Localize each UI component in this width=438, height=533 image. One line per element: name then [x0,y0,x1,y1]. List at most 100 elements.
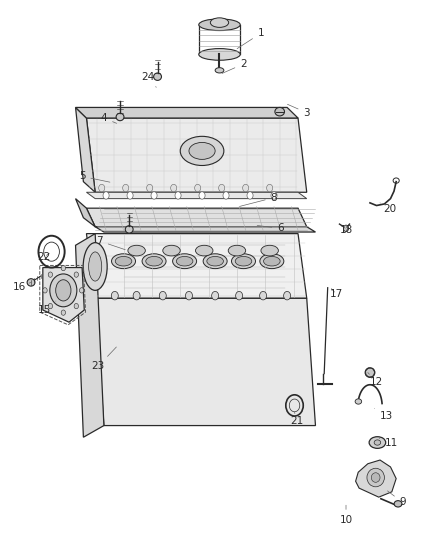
Text: 23: 23 [92,347,116,371]
Circle shape [127,192,133,199]
Circle shape [74,303,78,309]
Ellipse shape [364,368,374,377]
Ellipse shape [145,256,162,266]
Circle shape [103,192,109,199]
Polygon shape [86,208,306,227]
Circle shape [194,184,200,192]
Ellipse shape [235,256,251,266]
Polygon shape [43,268,84,322]
Ellipse shape [260,245,278,256]
Ellipse shape [49,274,77,307]
Text: 24: 24 [141,71,156,87]
Text: 8: 8 [239,192,277,206]
Circle shape [99,184,105,192]
Circle shape [185,292,192,300]
Ellipse shape [371,473,379,482]
Circle shape [198,192,205,199]
Text: 6: 6 [257,223,283,233]
Text: 17: 17 [329,289,342,299]
Polygon shape [95,227,315,232]
Ellipse shape [172,254,196,269]
Ellipse shape [366,469,384,487]
Text: 10: 10 [339,505,352,525]
Ellipse shape [198,49,240,60]
Ellipse shape [142,254,166,269]
Text: 3: 3 [287,104,309,118]
Text: 1: 1 [237,28,264,49]
Circle shape [266,184,272,192]
Circle shape [122,184,128,192]
Text: 9: 9 [387,491,405,507]
Circle shape [223,192,229,199]
Circle shape [242,184,248,192]
Ellipse shape [263,256,279,266]
Circle shape [48,303,53,309]
Circle shape [211,292,218,300]
Circle shape [170,184,177,192]
Ellipse shape [195,245,212,256]
Circle shape [79,288,84,293]
Ellipse shape [188,142,215,159]
Circle shape [235,292,242,300]
Ellipse shape [115,256,131,266]
Ellipse shape [162,245,180,256]
Polygon shape [86,233,306,298]
Ellipse shape [228,245,245,256]
Ellipse shape [180,136,223,165]
Circle shape [343,225,348,231]
Ellipse shape [215,68,223,73]
Text: 12: 12 [367,373,382,387]
Ellipse shape [373,440,380,445]
Ellipse shape [125,225,133,233]
Polygon shape [75,108,95,192]
Ellipse shape [153,73,161,80]
Text: 7: 7 [96,236,125,249]
Text: 21: 21 [290,413,303,426]
Ellipse shape [354,399,361,404]
Circle shape [111,292,118,300]
Ellipse shape [56,280,71,301]
Ellipse shape [393,500,401,507]
Polygon shape [86,118,306,192]
Ellipse shape [210,18,228,27]
Circle shape [151,192,157,199]
Text: 4: 4 [100,113,117,123]
Polygon shape [75,233,104,437]
Ellipse shape [206,256,223,266]
Text: 5: 5 [78,172,110,182]
Ellipse shape [203,254,226,269]
Ellipse shape [259,254,283,269]
Circle shape [43,288,47,293]
Ellipse shape [127,245,145,256]
Circle shape [48,272,53,277]
Polygon shape [75,108,297,118]
Circle shape [283,292,290,300]
Ellipse shape [83,243,107,290]
Text: 15: 15 [37,301,56,315]
Ellipse shape [111,254,135,269]
Ellipse shape [231,254,255,269]
Polygon shape [86,192,306,199]
Ellipse shape [116,114,124,120]
Text: 11: 11 [378,438,398,448]
Text: 16: 16 [13,281,31,292]
Ellipse shape [198,19,240,30]
Text: 13: 13 [374,409,392,421]
Circle shape [61,310,65,316]
Circle shape [146,184,152,192]
Circle shape [247,192,253,199]
Polygon shape [95,298,315,425]
Ellipse shape [176,256,192,266]
Ellipse shape [274,108,284,116]
Ellipse shape [27,279,35,286]
Circle shape [175,192,181,199]
Ellipse shape [368,437,385,448]
Text: 20: 20 [379,203,395,214]
Polygon shape [355,460,395,497]
Polygon shape [75,199,95,227]
Text: 22: 22 [37,252,51,262]
Circle shape [61,265,65,271]
Circle shape [270,192,276,199]
Circle shape [159,292,166,300]
Ellipse shape [88,252,102,281]
